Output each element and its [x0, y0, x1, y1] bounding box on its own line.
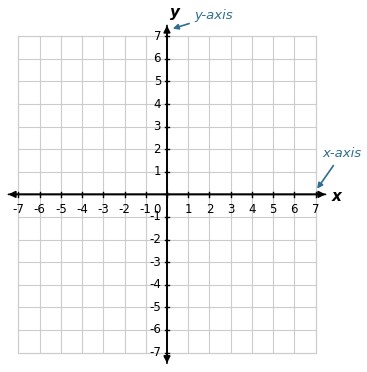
Text: -3: -3 — [97, 203, 109, 216]
Text: -4: -4 — [149, 278, 161, 291]
Text: x: x — [331, 189, 341, 204]
Text: -4: -4 — [76, 203, 88, 216]
Text: 2: 2 — [206, 203, 213, 216]
Text: -5: -5 — [149, 301, 161, 314]
Text: -2: -2 — [149, 233, 161, 246]
Text: -3: -3 — [149, 256, 161, 269]
Text: 5: 5 — [269, 203, 277, 216]
Text: 4: 4 — [248, 203, 256, 216]
Text: -6: -6 — [34, 203, 46, 216]
Text: 1: 1 — [185, 203, 192, 216]
Text: -5: -5 — [55, 203, 67, 216]
Text: 2: 2 — [153, 143, 161, 156]
Text: y-axis: y-axis — [175, 9, 233, 29]
Text: -7: -7 — [149, 346, 161, 359]
Text: 1: 1 — [153, 165, 161, 178]
Text: 5: 5 — [154, 75, 161, 88]
Text: 0: 0 — [154, 203, 161, 216]
Text: 7: 7 — [312, 203, 319, 216]
Text: -2: -2 — [119, 203, 130, 216]
Text: -1: -1 — [140, 203, 152, 216]
Text: 3: 3 — [227, 203, 235, 216]
Bar — [18, 36, 316, 353]
Text: -7: -7 — [12, 203, 24, 216]
Text: -1: -1 — [149, 211, 161, 224]
Text: 3: 3 — [154, 120, 161, 133]
Text: 6: 6 — [291, 203, 298, 216]
Text: 4: 4 — [153, 97, 161, 110]
Text: x-axis: x-axis — [318, 147, 361, 187]
Text: y: y — [170, 6, 180, 20]
Text: 7: 7 — [153, 30, 161, 43]
Text: -6: -6 — [149, 323, 161, 336]
Text: 6: 6 — [153, 52, 161, 65]
